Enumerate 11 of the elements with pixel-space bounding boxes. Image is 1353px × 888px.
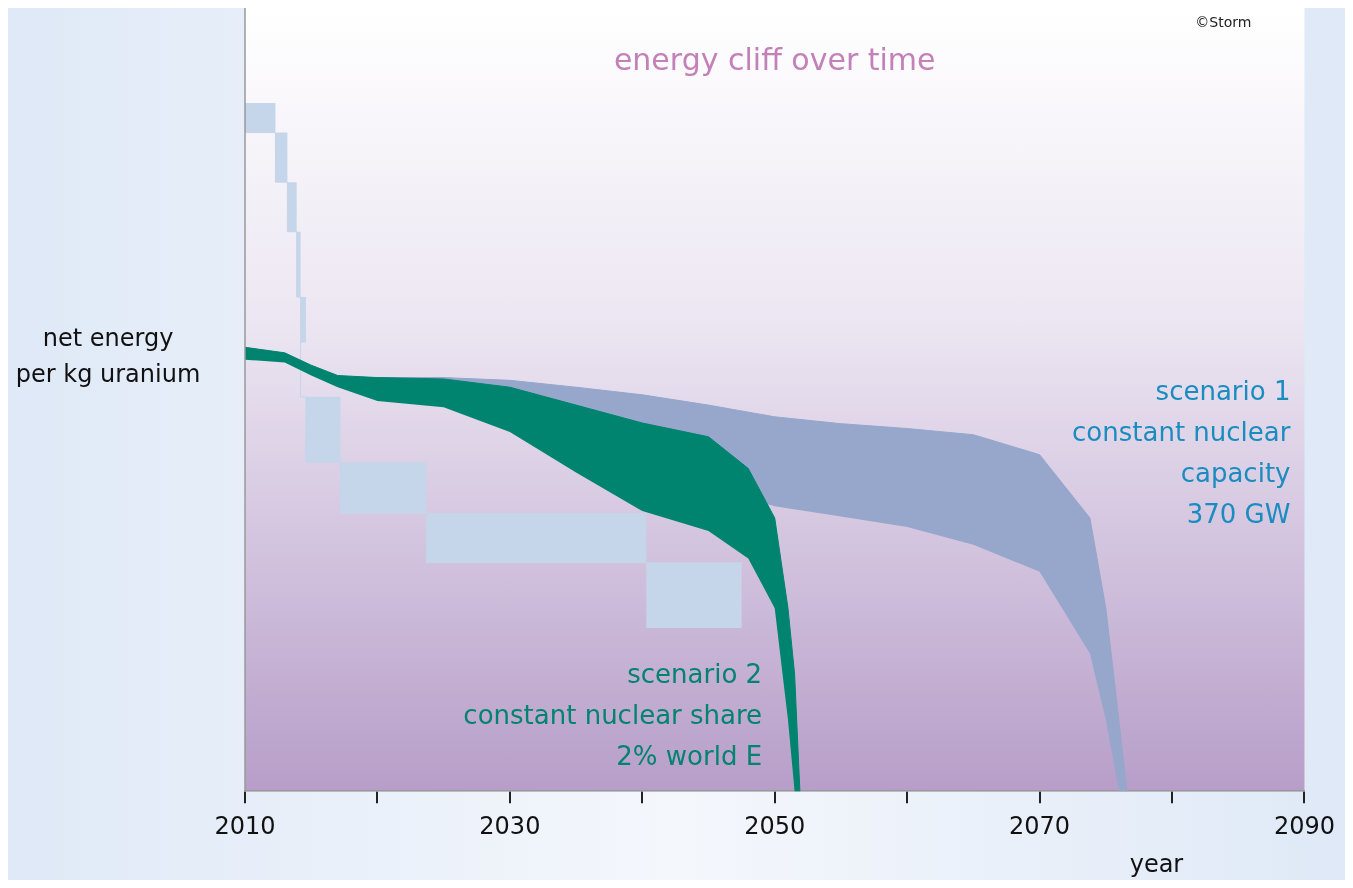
series-label: scenario 1 constant nuclear capacity 370 GW	[1072, 375, 1291, 529]
x-tick-label: 2050	[744, 811, 806, 840]
x-tick-label: 2030	[479, 811, 541, 840]
chart-title: energy cliff over time	[613, 41, 936, 77]
text: ©Storm	[1195, 13, 1252, 30]
x-tick-label: 2070	[1009, 811, 1071, 840]
x-tick-label: 2090	[1273, 811, 1335, 840]
x-axis-title: year	[1129, 850, 1184, 878]
series-label: scenario 2 constant nuclear share 2% world E	[463, 658, 763, 771]
x-tick-label: 2010	[214, 811, 276, 840]
y-axis-title: net energy per kg uranium	[15, 324, 201, 389]
